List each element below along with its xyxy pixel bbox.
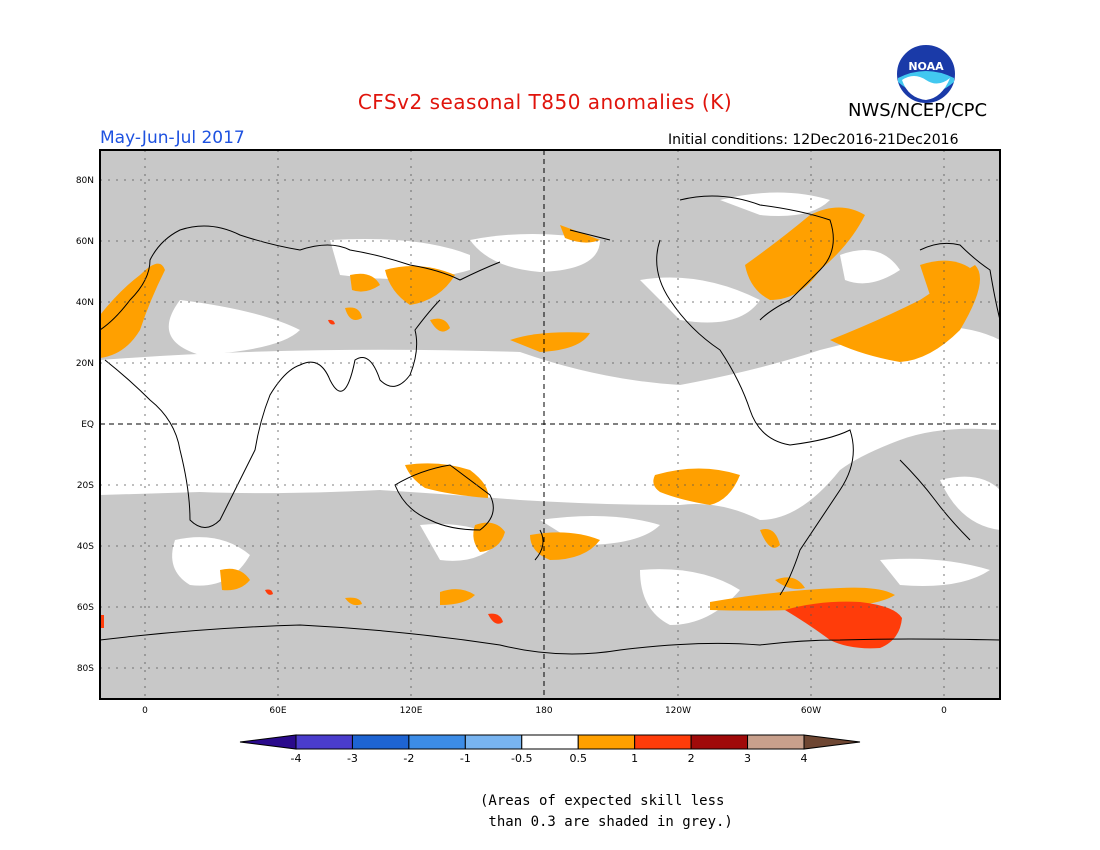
lat-label: 80S [77, 664, 94, 674]
skill-note: (Areas of expected skill less than 0.3 a… [480, 791, 733, 833]
lon-label: 0 [142, 706, 148, 716]
legend-box [577, 734, 636, 750]
lat-label: 80N [76, 176, 94, 186]
lon-label: 120E [400, 706, 423, 716]
noaa-logo: NOAA [894, 42, 958, 106]
legend-box [408, 734, 466, 750]
legend-box [747, 734, 805, 750]
legend-level-label: -1 [460, 752, 471, 765]
legend-box-max [803, 734, 861, 750]
legend-box [295, 734, 353, 750]
page-title: CFSv2 seasonal T850 anomalies (K) [357, 90, 733, 114]
lon-label: 60W [801, 706, 821, 716]
reference-lines [100, 150, 1000, 699]
logo-text: NOAA [908, 60, 944, 73]
graticule [100, 150, 1000, 699]
lon-label: 180 [535, 706, 552, 716]
period-label: May-Jun-Jul 2017 [100, 128, 245, 148]
lon-label: 120W [665, 706, 691, 716]
longitude-labels: 0 60E 120E 180 120W 60W 0 [142, 706, 947, 716]
warm-anomaly-regions [100, 207, 980, 611]
map-field [100, 150, 1000, 699]
organization-label: NWS/NCEP/CPC [848, 100, 988, 121]
lat-label: 40S [77, 542, 94, 552]
skill-note-line: (Areas of expected skill less [480, 793, 725, 809]
legend-level-label: 4 [801, 752, 808, 765]
lon-label: 60E [269, 706, 286, 716]
legend-level-label: 2 [688, 752, 695, 765]
lat-label: 20S [77, 481, 94, 491]
legend-box [634, 734, 692, 750]
map-frame [99, 149, 1001, 700]
initial-conditions-label: Initial conditions: 12Dec2016-21Dec2016 [668, 132, 959, 148]
lat-label: EQ [81, 420, 94, 430]
skill-note-line: than 0.3 are shaded in grey.) [480, 814, 733, 830]
lat-label: 40N [76, 298, 94, 308]
legend-level-label: 1 [631, 752, 638, 765]
legend-level-label: -4 [291, 752, 302, 765]
legend-box [351, 734, 410, 750]
coastlines [100, 195, 1000, 655]
neutral-regions [100, 192, 1000, 625]
latitude-labels: 80N 60N 40N 20N EQ 20S 40S 60S 80S [76, 176, 94, 674]
lat-label: 60S [77, 603, 94, 613]
legend-level-label: 3 [744, 752, 751, 765]
lat-label: 20N [76, 359, 94, 369]
color-legend-labels: -4 -3 -2 -1 -0.5 0.5 1 2 3 4 [291, 752, 808, 765]
lat-label: 60N [76, 237, 94, 247]
lon-label: 0 [941, 706, 947, 716]
legend-box [521, 734, 579, 750]
legend-box [690, 734, 749, 750]
legend-level-label: -3 [347, 752, 358, 765]
legend-box-min [239, 734, 297, 750]
color-legend-boxes [239, 734, 861, 750]
legend-level-label: -0.5 [511, 752, 532, 765]
legend-level-label: -2 [403, 752, 414, 765]
legend-level-label: 0.5 [569, 752, 587, 765]
legend-box [464, 734, 523, 750]
